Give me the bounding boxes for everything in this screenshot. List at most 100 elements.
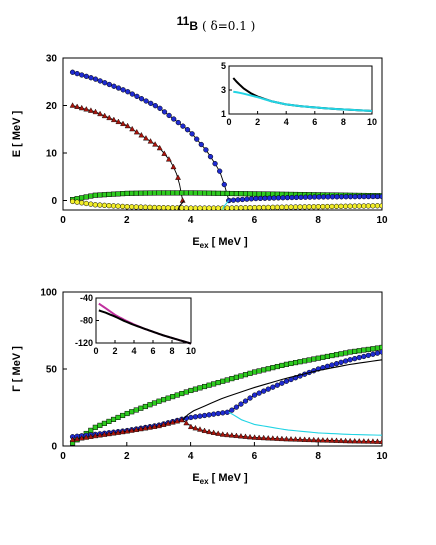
data-marker (201, 412, 208, 419)
data-marker (206, 205, 212, 210)
inset-y-tick-label: 3 (221, 85, 226, 95)
data-marker (102, 80, 108, 86)
data-marker (160, 205, 167, 210)
data-marker (143, 98, 149, 104)
data-marker (229, 190, 235, 197)
data-marker (352, 194, 358, 200)
data-marker (256, 204, 262, 210)
data-marker (247, 191, 253, 197)
data-marker (338, 359, 344, 366)
data-marker (115, 414, 121, 421)
data-marker (83, 194, 89, 200)
inset-x-tick-label: 10 (186, 346, 196, 356)
data-marker (78, 435, 85, 441)
data-marker (215, 430, 222, 436)
data-marker (261, 191, 267, 197)
data-marker (374, 350, 381, 356)
data-marker (343, 194, 349, 200)
data-marker (251, 392, 258, 398)
data-marker (192, 424, 199, 431)
data-marker (220, 378, 226, 384)
data-marker (119, 203, 126, 210)
data-marker (170, 394, 176, 400)
data-marker (69, 102, 76, 108)
data-marker (274, 363, 280, 370)
data-marker (142, 204, 149, 210)
data-marker (97, 192, 103, 198)
data-marker (347, 349, 353, 355)
data-marker (179, 205, 185, 210)
data-marker (224, 377, 230, 383)
y-tick-label: 100 (40, 288, 57, 299)
data-marker (206, 428, 213, 435)
y-tick-label: 30 (46, 54, 58, 65)
data-marker (306, 436, 313, 443)
inset-x-tick-label: 2 (255, 117, 260, 127)
data-marker (370, 203, 376, 209)
data-marker (147, 402, 153, 408)
data-marker (174, 190, 180, 196)
data-marker (192, 386, 198, 392)
data-marker (288, 360, 294, 367)
series-cyan (228, 411, 382, 436)
series-black (182, 359, 382, 421)
data-marker (124, 122, 131, 129)
data-marker (256, 434, 263, 440)
data-marker (169, 419, 176, 425)
data-marker (342, 358, 349, 364)
data-marker (347, 437, 354, 444)
data-marker (302, 358, 308, 364)
data-marker (244, 196, 250, 202)
data-marker (247, 370, 253, 376)
data-marker (188, 387, 194, 394)
data-marker (180, 123, 186, 129)
data-marker (152, 141, 159, 147)
data-marker (211, 190, 217, 196)
data-marker (361, 203, 367, 209)
data-marker (138, 131, 145, 138)
data-marker (324, 353, 330, 359)
data-marker (374, 193, 381, 200)
data-marker (120, 120, 126, 127)
data-marker (74, 103, 81, 109)
data-marker (165, 205, 171, 210)
x-tick-label: 2 (124, 451, 130, 462)
data-marker (238, 191, 244, 197)
inset-series-black (98, 309, 192, 345)
data-marker (311, 204, 317, 210)
data-marker (311, 194, 318, 200)
data-marker (329, 437, 335, 443)
series-red (69, 102, 186, 203)
data-marker (74, 70, 80, 77)
data-marker (111, 83, 117, 89)
data-marker (356, 438, 363, 444)
data-marker (265, 366, 271, 372)
data-marker (110, 416, 117, 422)
data-marker (230, 197, 237, 203)
data-marker (138, 204, 144, 210)
data-marker (78, 104, 85, 111)
data-marker (197, 385, 203, 391)
data-marker (288, 436, 294, 442)
data-marker (269, 435, 276, 441)
data-marker (83, 434, 90, 440)
data-marker (161, 150, 168, 156)
data-marker (174, 417, 181, 424)
data-marker (251, 434, 258, 440)
y-axis-label: Γ [ MeV ] (11, 346, 23, 392)
data-marker (315, 436, 322, 443)
series-line (221, 200, 230, 210)
data-marker (206, 382, 212, 388)
data-marker (92, 432, 99, 439)
data-marker (329, 203, 335, 210)
data-marker (256, 390, 262, 396)
data-marker (106, 202, 112, 209)
data-marker (142, 403, 148, 410)
inset-x-tick-label: 0 (93, 346, 98, 356)
inset-series-cyan (233, 90, 373, 112)
data-marker (133, 426, 140, 432)
data-marker (206, 412, 212, 418)
data-marker (83, 106, 90, 112)
